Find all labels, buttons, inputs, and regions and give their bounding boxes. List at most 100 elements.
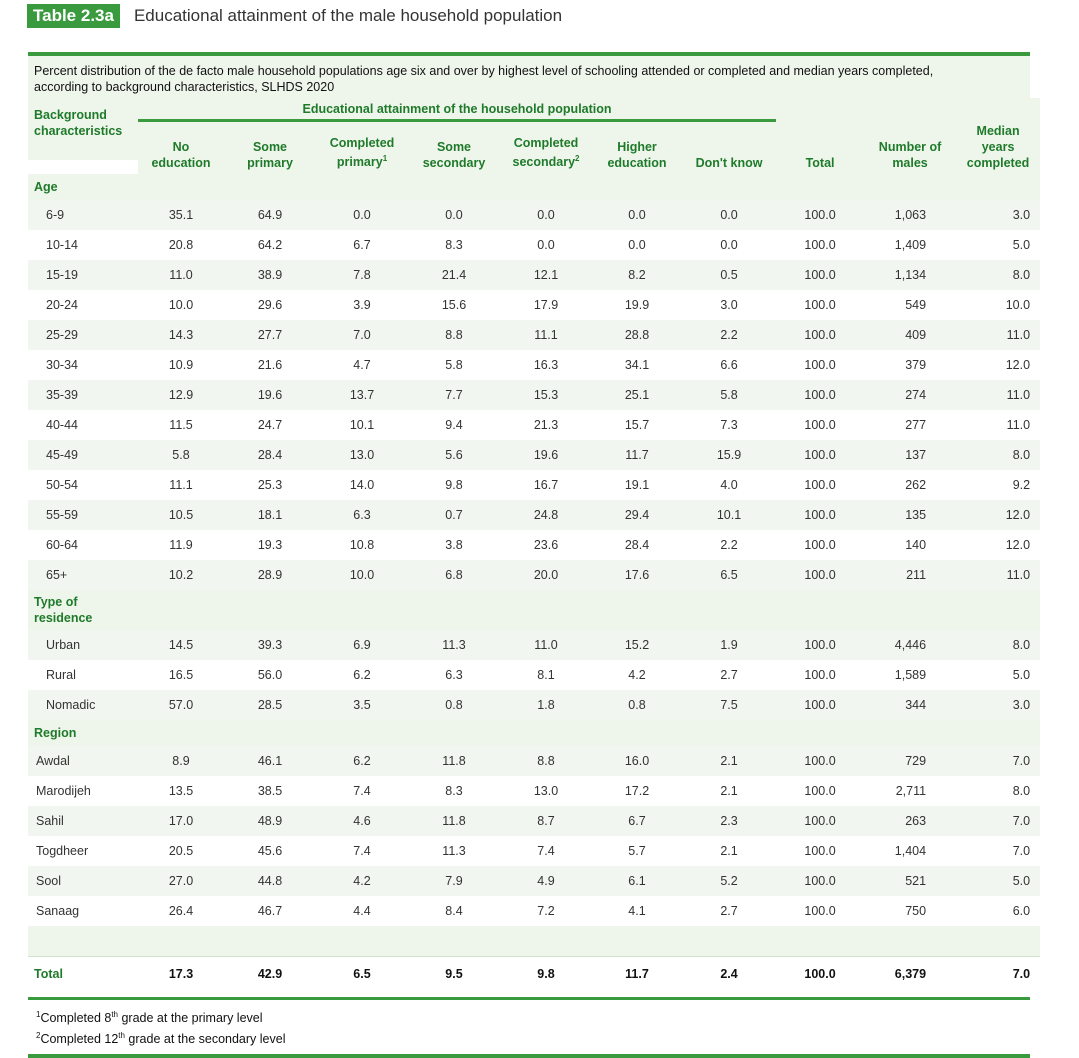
- section-title: Region: [28, 719, 1041, 746]
- table-cell: 3.0: [720, 297, 738, 312]
- table-cell: 8.3: [445, 237, 463, 252]
- row-label: 50-54: [46, 477, 78, 492]
- table-cell: 100.0: [776, 319, 865, 350]
- table-cell: 11.7: [592, 439, 682, 470]
- table-cell: 27.0: [138, 865, 224, 896]
- table-cell: 6.7: [353, 237, 371, 252]
- table-cell: 64.9: [224, 199, 316, 230]
- page-title: Educational attainment of the male house…: [133, 6, 563, 25]
- table-cell: 20.8: [168, 237, 194, 252]
- table-cell: 549: [905, 297, 927, 312]
- table-row: 50-54 11.1 25.3 14.0 9.8 16.7 19.1 4.0 100.0 262 9…: [28, 470, 1040, 500]
- table-cell: 46.7: [257, 903, 283, 918]
- table-cell: 100.0: [776, 559, 865, 590]
- table-cell: 137: [864, 439, 957, 470]
- table-cell: 6.7: [592, 805, 682, 836]
- table-cell: 8.8: [500, 745, 592, 776]
- table-row: 55-59 10.5 18.1 6.3 0.7 24.8 29.4 10.1 100.0 135 1…: [28, 499, 1041, 530]
- table-cell: 13.0: [316, 439, 408, 470]
- table-cell: 15.6: [441, 297, 467, 312]
- row-label: 15-19: [28, 259, 138, 290]
- table-cell: 13.7: [316, 379, 408, 410]
- table-cell: 1.8: [500, 689, 592, 720]
- row-label: Sanaag: [36, 903, 80, 918]
- table-cell: 6.2: [353, 667, 371, 682]
- table-cell: 44.8: [224, 865, 316, 896]
- table-container: Percent distribution of the de facto mal…: [28, 52, 1041, 1058]
- table-cell: 100.0: [776, 259, 865, 290]
- table-cell: 38.9: [224, 259, 316, 290]
- table-cell: 38.5: [257, 783, 283, 798]
- table-cell: 5.6: [408, 439, 500, 470]
- table-cell: 1,134: [864, 259, 957, 290]
- col-completed-primary: Completed primary1: [316, 120, 408, 174]
- table-row: 60-64 11.9 19.3 10.8 3.8 23.6 28.4 2.2 100.0 140 1…: [28, 530, 1040, 560]
- table-row: Marodijeh 13.5 38.5 7.4 8.3 13.0 17.2 2.1 100.0 2…: [28, 776, 1040, 806]
- table-cell: 8.9: [138, 745, 224, 776]
- table-cell: 10.1: [682, 499, 777, 530]
- table-cell: 12.0: [956, 499, 1041, 530]
- table-row: 45-49 5.8 28.4 13.0 5.6 19.6 11.7 15.9 100.0 137 8…: [28, 439, 1041, 470]
- table-cell: 0.0: [720, 237, 738, 252]
- table-cell: 3.0: [956, 689, 1041, 720]
- table-cell: 6.3: [445, 667, 463, 682]
- table-cell: 263: [864, 805, 957, 836]
- table-cell: 4.9: [500, 865, 592, 896]
- table-cell: 28.4: [624, 537, 650, 552]
- table-row: 30-34 10.9 21.6 4.7 5.8 16.3 34.1 6.6 100.0 379 12…: [28, 350, 1040, 380]
- spacer-row: [28, 925, 1041, 956]
- table-row: 35-39 12.9 19.6 13.7 7.7 15.3 25.1 5.8 100.0 274 1…: [28, 379, 1041, 410]
- table-cell: 2.7: [720, 903, 738, 918]
- top-rule: [28, 52, 1030, 56]
- table-row: Urban 14.5 39.3 6.9 11.3 11.0 15.2 1.9 100.0 4,44…: [28, 629, 1041, 660]
- table-cell: 2.3: [682, 805, 777, 836]
- table-cell: 8.0: [956, 629, 1041, 660]
- total-label: Total: [28, 955, 138, 991]
- col-completed-secondary: Completed secondary2: [500, 120, 592, 174]
- table-cell: 8.1: [537, 667, 555, 682]
- table-cell: 5.0: [1012, 667, 1031, 682]
- table-cell: 8.4: [445, 903, 463, 918]
- table-body: Age 6-9 35.1 64.9 0.0 0.0 0.0 0.0 0.0 100.0 1,063 3…: [28, 173, 1041, 991]
- caption-line-1: Percent distribution of the de facto mal…: [34, 64, 934, 78]
- table-caption: Percent distribution of the de facto mal…: [28, 56, 1030, 98]
- table-cell: 17.0: [138, 805, 224, 836]
- table-cell: 4.2: [316, 865, 408, 896]
- table-cell: 10.1: [349, 417, 375, 432]
- table-cell: 15.9: [682, 439, 777, 470]
- col-higher-education: Higher education: [592, 120, 682, 174]
- table-cell: 23.6: [533, 537, 559, 552]
- col-some-secondary: Some secondary: [408, 120, 500, 174]
- table-cell: 100.0: [804, 667, 836, 682]
- total-cell: 2.4: [682, 955, 777, 991]
- table-row: Sahil 17.0 48.9 4.6 11.8 8.7 6.7 2.3 100.0 263 7.0: [28, 805, 1041, 836]
- table-cell: 8.0: [956, 439, 1041, 470]
- table-cell: 5.0: [956, 865, 1041, 896]
- row-label: 65+: [28, 559, 138, 590]
- table-row: Togdheer 20.5 45.6 7.4 11.3 7.4 5.7 2.1 100.0 1,4…: [28, 836, 1040, 866]
- table-row: Sool 27.0 44.8 4.2 7.9 4.9 6.1 5.2 100.0 521 5.0: [28, 865, 1041, 896]
- table-cell: 10.5: [138, 499, 224, 530]
- table-cell: 5.8: [682, 379, 777, 410]
- table-cell: 7.9: [408, 865, 500, 896]
- table-cell: 17.9: [533, 297, 559, 312]
- total-cell: 100.0: [776, 955, 865, 991]
- table-cell: 57.0: [138, 689, 224, 720]
- table-cell: 100.0: [804, 843, 836, 858]
- table-cell: 4.4: [353, 903, 371, 918]
- table-cell: 10.0: [1005, 297, 1031, 312]
- table-cell: 6.8: [408, 559, 500, 590]
- table-cell: 7.2: [537, 903, 555, 918]
- table-cell: 750: [905, 903, 927, 918]
- table-cell: 262: [905, 477, 927, 492]
- table-cell: 2.2: [682, 319, 777, 350]
- table-cell: 21.3: [533, 417, 559, 432]
- data-table: Educational attainment of the household …: [28, 98, 1041, 991]
- section-title: Age: [28, 173, 1041, 200]
- table-cell: 15.7: [624, 417, 650, 432]
- table-cell: 11.8: [408, 745, 500, 776]
- table-cell: 8.3: [445, 783, 463, 798]
- table-cell: 16.5: [168, 667, 194, 682]
- table-cell: 4.2: [628, 667, 646, 682]
- table-row: Sanaag 26.4 46.7 4.4 8.4 7.2 4.1 2.7 100.0 750 6.0: [28, 896, 1040, 926]
